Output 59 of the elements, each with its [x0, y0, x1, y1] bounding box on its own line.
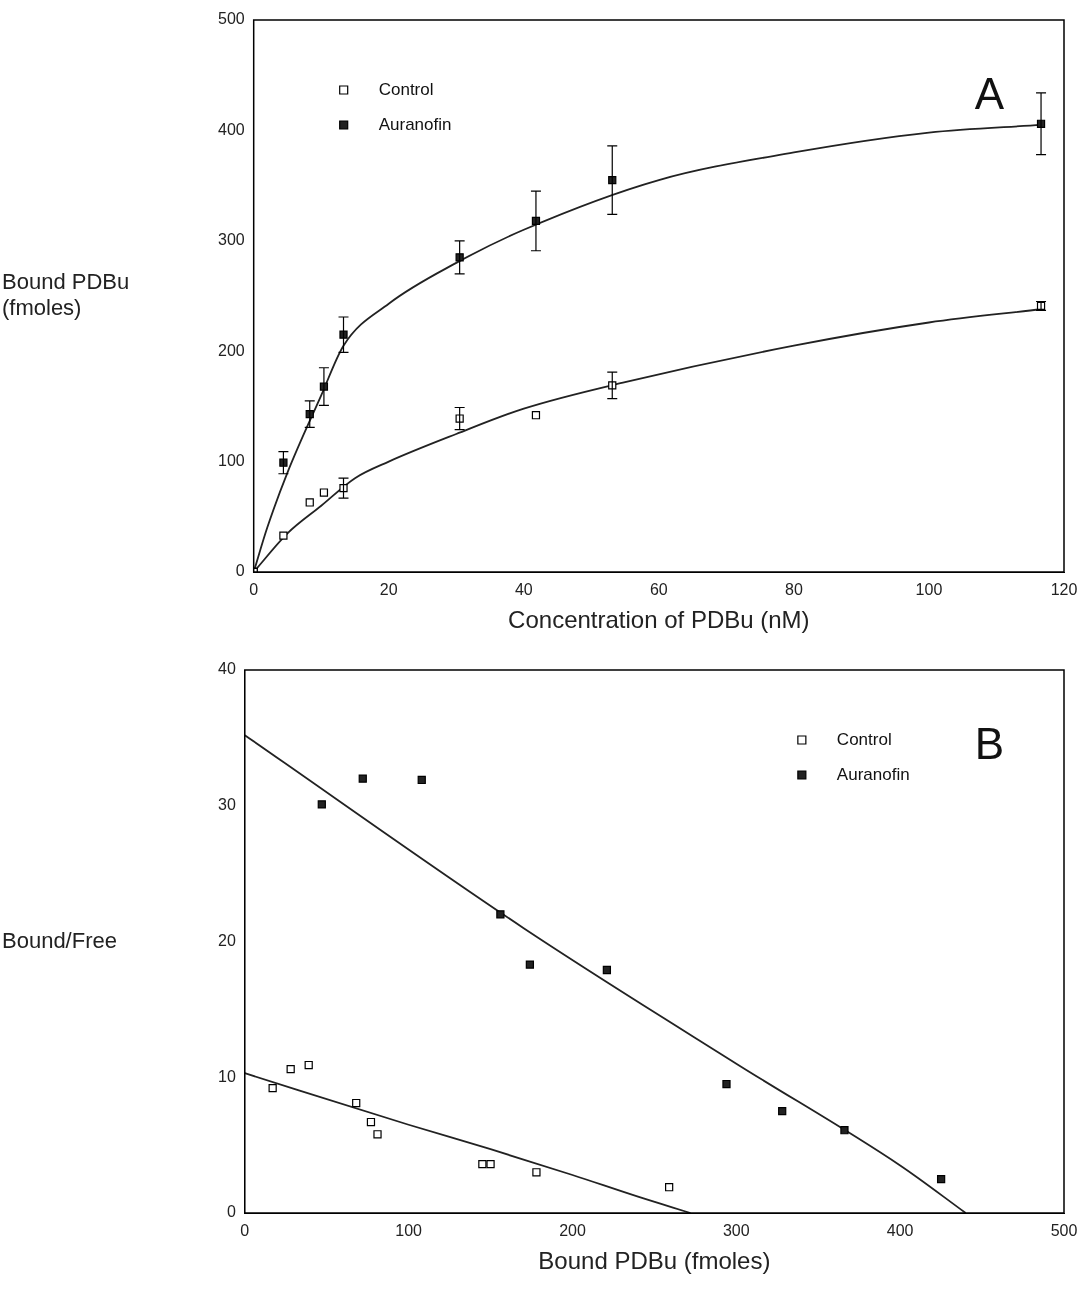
point — [496, 910, 505, 919]
y-tick-label: 200 — [217, 341, 245, 359]
x-tick-label: 100 — [395, 1222, 423, 1240]
y-tick-label: 300 — [217, 231, 245, 249]
legend-label: Control — [378, 79, 434, 99]
point — [532, 1168, 541, 1177]
y-axis-title: Bound/Free — [2, 927, 117, 953]
point — [268, 1083, 277, 1093]
x-axis-title: Bound PDBu (fmoles) — [538, 1247, 771, 1275]
point — [317, 800, 326, 809]
x-tick-label: 400 — [886, 1222, 914, 1240]
y-tick-label: 500 — [217, 10, 245, 28]
point — [286, 1064, 295, 1074]
point — [722, 1079, 731, 1089]
x-tick-label: 20 — [379, 581, 398, 599]
annotation: B — [974, 719, 1004, 769]
x-tick-label: 40 — [514, 581, 533, 599]
point — [304, 1060, 313, 1070]
x-tick-label: 80 — [785, 581, 803, 599]
point — [525, 960, 535, 969]
y-tick-label: 40 — [218, 660, 236, 678]
point — [352, 1098, 361, 1108]
x-tick-label: 60 — [649, 581, 668, 599]
point — [319, 488, 329, 497]
x-tick-label: 200 — [559, 1222, 586, 1240]
x-tick-label: 500 — [1050, 1222, 1078, 1240]
legend-label: Auranofin — [378, 114, 452, 134]
point — [358, 774, 367, 783]
point — [366, 1117, 376, 1127]
x-tick-label: 100 — [915, 581, 943, 599]
y-tick-label: 20 — [218, 931, 236, 949]
y-tick-label: 0 — [235, 562, 245, 580]
y-axis-title: Bound PDBu (fmoles) — [2, 269, 130, 321]
point — [936, 1174, 946, 1184]
point — [478, 1159, 487, 1169]
point — [778, 1107, 787, 1116]
annotation: A — [974, 69, 1005, 119]
y-tick-label: 30 — [218, 796, 236, 814]
legend-label: Control — [836, 729, 892, 749]
point — [531, 411, 541, 420]
y-tick-label: 0 — [226, 1203, 236, 1221]
y-tick-label: 400 — [217, 120, 245, 138]
y-tick-label: 10 — [218, 1067, 236, 1085]
point — [373, 1130, 382, 1139]
point — [279, 531, 288, 540]
x-tick-label: 0 — [249, 581, 259, 599]
point — [665, 1183, 674, 1192]
y-tick-label: 100 — [217, 452, 245, 470]
line-series — [244, 1072, 692, 1213]
point — [602, 965, 612, 975]
line-series — [244, 734, 967, 1213]
point — [840, 1126, 849, 1135]
x-axis-title: Concentration of PDBu (nM) — [508, 606, 810, 634]
point — [305, 498, 314, 507]
x-tick-label: 120 — [1050, 581, 1078, 599]
x-tick-label: 300 — [722, 1222, 750, 1240]
point — [486, 1159, 495, 1169]
legend-label: Auranofin — [836, 764, 910, 784]
point — [417, 775, 426, 785]
